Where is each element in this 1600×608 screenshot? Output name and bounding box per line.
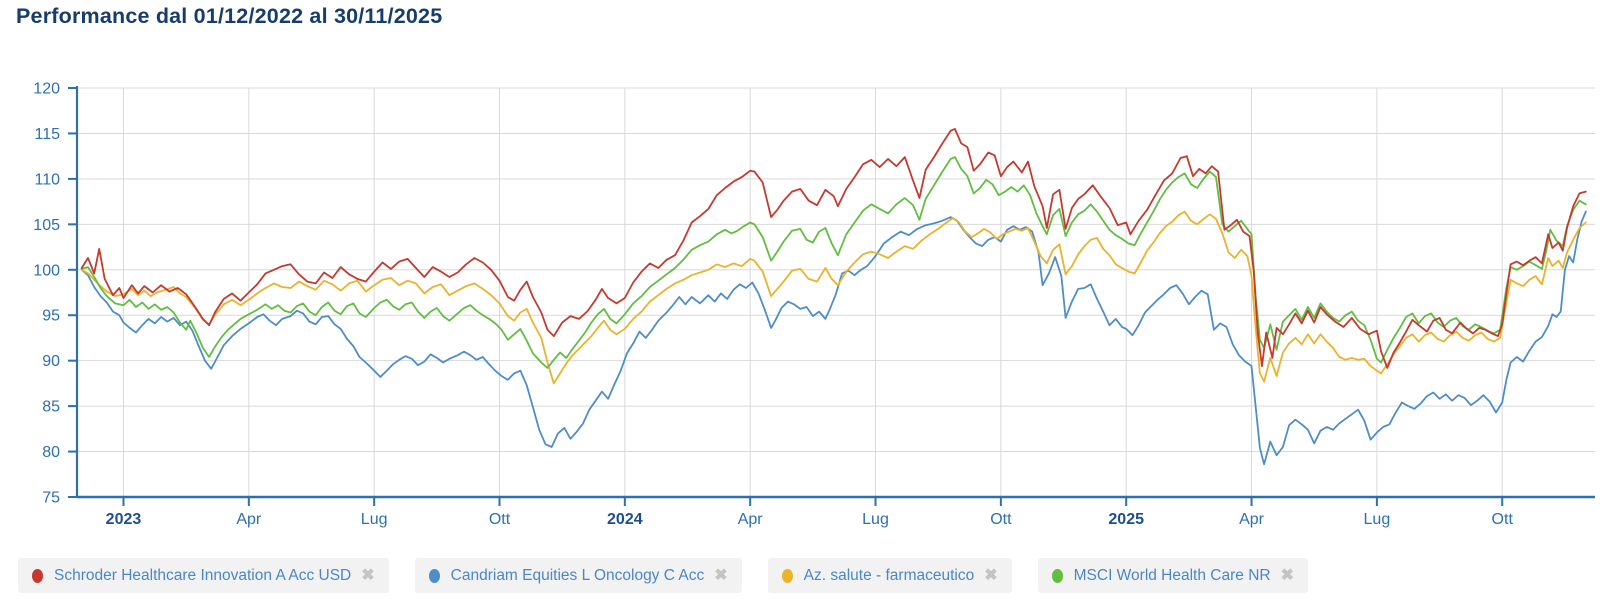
axes: 75 80 85 90 95 100 105 110 115 120 2023 Apr Lug Ott 20…: [33, 81, 1595, 528]
series-line-msci-world-health-care-nr: [80, 156, 1587, 369]
legend-item-label: Candriam Equities L Oncology C Acc: [450, 566, 705, 584]
x-month-label: Lug: [862, 511, 889, 528]
legend: Schroder Healthcare Innovation A Acc USD…: [18, 558, 1308, 593]
series-color-dot-icon: [1051, 568, 1063, 583]
remove-series-icon[interactable]: ✖: [361, 566, 375, 584]
y-tick-label: 120: [33, 81, 60, 98]
legend-item-label: Az. salute - farmaceutico: [803, 566, 975, 584]
y-tick-label: 110: [34, 171, 60, 188]
legend-item-az-salute-farmaceutico[interactable]: Az. salute - farmaceutico ✖: [767, 558, 1012, 593]
series-line-schroder-healthcare-innovation-a-acc-usd: [80, 128, 1587, 369]
y-tick-label: 75: [42, 490, 60, 507]
remove-series-icon[interactable]: ✖: [984, 566, 998, 584]
y-tick-label: 85: [42, 399, 60, 416]
x-year-label: 2025: [1108, 511, 1144, 528]
series-line-candriam-equities-l-oncology-c-acc: [80, 210, 1587, 466]
x-month-label: Ott: [489, 511, 511, 528]
legend-item-msci-world-health-care-nr[interactable]: MSCI World Health Care NR ✖: [1037, 558, 1308, 593]
page-title: Performance dal 01/12/2022 al 30/11/2025: [16, 4, 443, 28]
y-tick-label: 80: [42, 444, 60, 461]
legend-item-candriam-equities-l-oncology-c-acc[interactable]: Candriam Equities L Oncology C Acc ✖: [414, 558, 742, 593]
y-tick-label: 105: [33, 217, 60, 234]
remove-series-icon[interactable]: ✖: [714, 566, 728, 584]
x-month-label: Ott: [990, 511, 1012, 528]
y-tick-label: 115: [34, 126, 60, 143]
y-tick-label: 100: [33, 262, 60, 279]
performance-line-chart: 75 80 85 90 95 100 105 110 115 120 2023 Apr Lug Ott 20…: [33, 81, 1595, 528]
x-month-label: Apr: [738, 511, 764, 528]
x-month-label: Lug: [1364, 511, 1391, 528]
y-tick-label: 95: [42, 308, 60, 325]
series-color-dot-icon: [32, 568, 43, 583]
x-year-label: 2023: [106, 511, 142, 528]
remove-series-icon[interactable]: ✖: [1280, 566, 1294, 584]
x-month-label: Ott: [1492, 511, 1514, 528]
series-line-az-salute-farmaceutico: [80, 210, 1587, 385]
legend-item-label: MSCI World Health Care NR: [1073, 566, 1271, 584]
x-month-label: Apr: [236, 511, 262, 528]
legend-item-schroder-healthcare-innovation-a-acc-usd[interactable]: Schroder Healthcare Innovation A Acc USD…: [18, 558, 389, 593]
series-lines: [80, 128, 1587, 466]
x-month-label: Lug: [361, 511, 388, 528]
series-color-dot-icon: [428, 568, 440, 583]
series-color-dot-icon: [781, 568, 793, 583]
x-month-label: Apr: [1239, 511, 1265, 528]
y-tick-label: 90: [42, 353, 60, 370]
legend-item-label: Schroder Healthcare Innovation A Acc USD: [54, 566, 352, 584]
x-year-label: 2024: [607, 511, 643, 528]
